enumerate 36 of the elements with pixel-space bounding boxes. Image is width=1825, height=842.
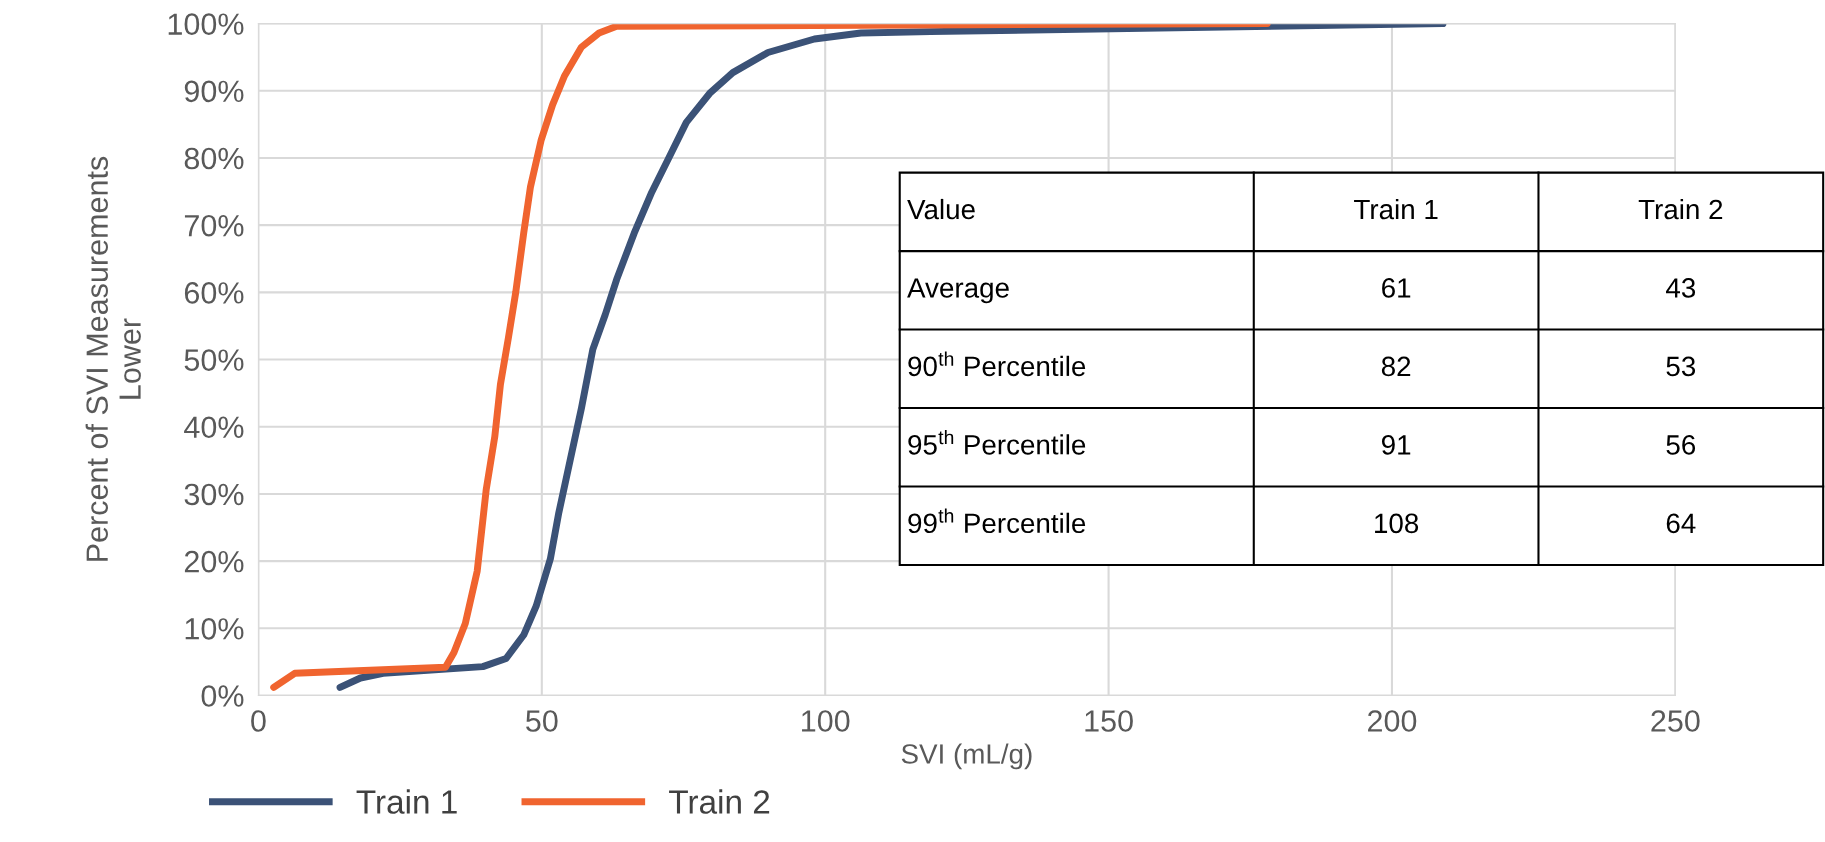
y-tick-label: 20% — [184, 550, 244, 573]
legend-label: Train 2 — [669, 789, 770, 814]
annotation: Train 2 — [1638, 198, 1723, 220]
y-tick-label: 60% — [184, 282, 244, 304]
x-axis-title: SVI (mL/g) — [901, 743, 1032, 770]
y-tick-label: 40% — [184, 416, 244, 439]
y-tick-label: 90% — [184, 80, 244, 103]
annotation: 64 — [1666, 513, 1696, 534]
annotation: 99$^{th}$ Percentile — [908, 508, 1086, 534]
y-tick-label: 80% — [184, 147, 244, 170]
x-tick-label: 50 — [526, 710, 558, 732]
annotation: 91 — [1381, 435, 1411, 455]
x-tick-label: 100 — [802, 710, 850, 732]
x-tick-label: 150 — [1085, 710, 1133, 732]
annotation: 95$^{th}$ Percentile — [908, 430, 1086, 455]
annotation: 53 — [1666, 356, 1696, 377]
x-tick-label: 0 — [251, 710, 266, 732]
y-tick-label: 100% — [168, 13, 244, 35]
y-tick-label: 70% — [184, 214, 244, 237]
annotation: 43 — [1666, 278, 1696, 298]
annotation: Train 1 — [1354, 198, 1438, 220]
legend-label: Train 1 — [356, 789, 457, 814]
annotation: 108 — [1375, 513, 1419, 534]
annotation: Value — [907, 198, 975, 220]
annotation: 90$^{th}$ Percentile — [908, 351, 1086, 377]
x-tick-label: 250 — [1651, 710, 1700, 732]
y-tick-label: 50% — [184, 349, 244, 371]
y-tick-label: 10% — [185, 618, 244, 640]
annotation: Average — [907, 278, 1009, 304]
annotation: 82 — [1381, 356, 1411, 377]
y-tick-label: 30% — [184, 483, 244, 506]
x-tick-label: 200 — [1368, 710, 1417, 732]
y-axis-title: Percent of SVI Measurements Lower — [85, 156, 141, 561]
annotation: 56 — [1666, 435, 1696, 455]
annotation: 61 — [1382, 278, 1411, 298]
y-tick-label: 0% — [201, 685, 244, 707]
